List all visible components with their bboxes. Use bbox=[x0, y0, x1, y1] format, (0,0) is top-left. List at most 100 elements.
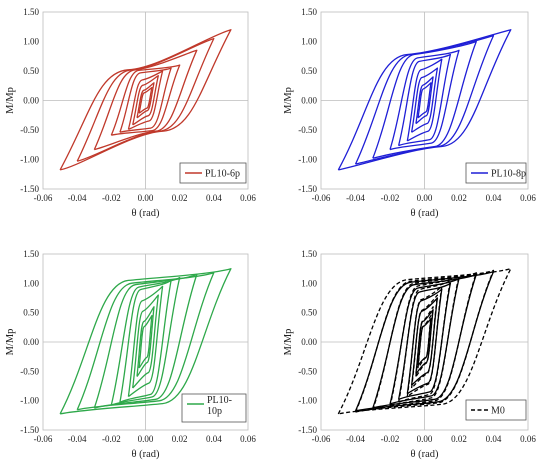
hysteresis-loop bbox=[93, 49, 198, 151]
x-tick-label: -0.02 bbox=[102, 434, 121, 444]
hysteresis-loop bbox=[410, 67, 439, 133]
series-PL10-6p bbox=[59, 29, 232, 171]
hysteresis-loop bbox=[410, 294, 439, 389]
x-tick-label: -0.02 bbox=[381, 434, 400, 444]
y-tick-label: -1.50 bbox=[20, 425, 39, 435]
y-tick-label: 1.00 bbox=[23, 37, 39, 47]
hysteresis-loop bbox=[59, 29, 232, 171]
x-tick-label: 0.06 bbox=[520, 434, 536, 444]
x-tick-label: 0.04 bbox=[486, 193, 502, 203]
y-tick-label: -1.50 bbox=[298, 425, 317, 435]
hysteresis-loop bbox=[389, 49, 460, 151]
y-tick-label: -0.50 bbox=[298, 125, 317, 135]
hysteresis-loop bbox=[417, 82, 432, 119]
hysteresis-loop bbox=[415, 306, 434, 377]
y-tick-label: 0.50 bbox=[23, 66, 39, 76]
y-tick-label: 1.00 bbox=[301, 278, 317, 288]
y-tick-label: 0.00 bbox=[301, 337, 317, 347]
x-tick-label: 0.04 bbox=[206, 434, 222, 444]
hysteresis-loop bbox=[138, 314, 153, 369]
y-tick-label: 1.50 bbox=[23, 249, 39, 259]
y-tick-label: -1.50 bbox=[298, 184, 317, 194]
x-tick-label: -0.04 bbox=[68, 193, 87, 203]
x-axis-label: θ (rad) bbox=[131, 208, 160, 219]
x-tick-label: 0.02 bbox=[451, 193, 467, 203]
y-tick-label: 0.50 bbox=[23, 308, 39, 318]
x-tick-label: -0.06 bbox=[312, 193, 331, 203]
series-PL10-10p bbox=[59, 268, 232, 415]
hysteresis-loop bbox=[410, 297, 439, 386]
hysteresis-loop bbox=[397, 279, 452, 403]
y-tick-label: -1.00 bbox=[298, 396, 317, 406]
chart-panel-1: -0.06 -0.04 -0.02 0.00 0.02 0.04 0.06 1.50 1.00 0… bbox=[5, 7, 256, 219]
x-tick-label: -0.06 bbox=[34, 434, 53, 444]
x-tick-label: -0.04 bbox=[346, 434, 365, 444]
hysteresis-loop bbox=[132, 75, 159, 126]
series-PL10-8p bbox=[337, 29, 512, 171]
legend: PL10-10p bbox=[181, 393, 247, 423]
x-tick-label: -0.02 bbox=[381, 193, 400, 203]
y-tick-label: -1.50 bbox=[20, 184, 39, 194]
x-tick-label: 0.02 bbox=[172, 193, 188, 203]
hysteresis-loop bbox=[406, 285, 443, 398]
x-axis-label: θ (rad) bbox=[410, 208, 439, 219]
y-tick-label: 1.00 bbox=[301, 37, 317, 47]
legend-box bbox=[465, 399, 527, 421]
x-tick-label: 0.06 bbox=[240, 193, 256, 203]
hysteresis-loop bbox=[138, 86, 153, 114]
hysteresis-loop bbox=[337, 29, 512, 171]
x-tick-label: 0.00 bbox=[138, 434, 154, 444]
hysteresis-loop bbox=[59, 268, 232, 415]
legend-label: PL10-8p bbox=[491, 169, 526, 180]
x-tick-label: 0.00 bbox=[417, 434, 433, 444]
hysteresis-loop bbox=[337, 268, 512, 415]
legend-box bbox=[465, 162, 527, 184]
y-axis-label: M/Mp bbox=[283, 329, 294, 356]
y-tick-label: 0.00 bbox=[23, 337, 39, 347]
y-tick-label: 0.00 bbox=[301, 96, 317, 106]
hysteresis-loop bbox=[127, 285, 164, 398]
hysteresis-loop bbox=[119, 67, 172, 133]
y-tick-label: 0.50 bbox=[301, 308, 317, 318]
y-tick-label: 0.50 bbox=[301, 66, 317, 76]
x-tick-label: 0.06 bbox=[240, 434, 256, 444]
x-tick-label: -0.04 bbox=[68, 434, 87, 444]
legend-box bbox=[181, 393, 247, 423]
legend: PL10-8p bbox=[465, 162, 527, 184]
hysteresis-loop bbox=[415, 76, 434, 125]
y-tick-label: 1.50 bbox=[301, 249, 317, 259]
y-axis-label: M/Mp bbox=[5, 87, 16, 114]
x-axis-label: θ (rad) bbox=[131, 449, 160, 460]
y-tick-label: -1.00 bbox=[298, 155, 317, 165]
x-tick-label: 0.00 bbox=[417, 193, 433, 203]
hysteresis-loop bbox=[132, 294, 159, 389]
series-M0 bbox=[337, 268, 512, 415]
x-tick-label: 0.02 bbox=[172, 434, 188, 444]
y-tick-label: -0.50 bbox=[298, 366, 317, 376]
hysteresis-loop bbox=[136, 306, 155, 377]
x-tick-label: 0.04 bbox=[206, 193, 222, 203]
x-tick-label: -0.06 bbox=[34, 193, 53, 203]
y-tick-label: 1.50 bbox=[301, 7, 317, 17]
y-tick-label: -1.00 bbox=[20, 396, 39, 406]
y-tick-label: -0.50 bbox=[20, 125, 39, 135]
y-axis-label: M/Mp bbox=[5, 329, 16, 356]
legend-box bbox=[179, 162, 247, 184]
x-tick-label: -0.06 bbox=[312, 434, 331, 444]
hysteresis-loop bbox=[417, 314, 432, 369]
hysteresis-loop bbox=[110, 64, 181, 136]
chart-panel-2: -0.06 -0.04 -0.02 0.00 0.02 0.04 0.06 1.50 1.00 0… bbox=[283, 7, 536, 219]
y-tick-label: 0.00 bbox=[23, 96, 39, 106]
chart-panel-4: -0.06 -0.04 -0.02 0.00 0.02 0.04 0.06 1.50 1.00 0… bbox=[283, 249, 536, 460]
hysteresis-loop bbox=[397, 53, 452, 147]
hysteresis-loop bbox=[76, 272, 215, 411]
legend-label: M0 bbox=[491, 406, 505, 417]
hysteresis-loop bbox=[406, 58, 443, 142]
legend-label: PL10-10p bbox=[207, 395, 232, 417]
chart-panel-3: -0.06 -0.04 -0.02 0.00 0.02 0.04 0.06 1.50 1.00 0… bbox=[5, 249, 256, 460]
legend: PL10-6p bbox=[179, 162, 247, 184]
hysteresis-loop bbox=[136, 82, 155, 119]
legend-label: PL10-6p bbox=[205, 169, 240, 180]
y-tick-label: -1.00 bbox=[20, 155, 39, 165]
